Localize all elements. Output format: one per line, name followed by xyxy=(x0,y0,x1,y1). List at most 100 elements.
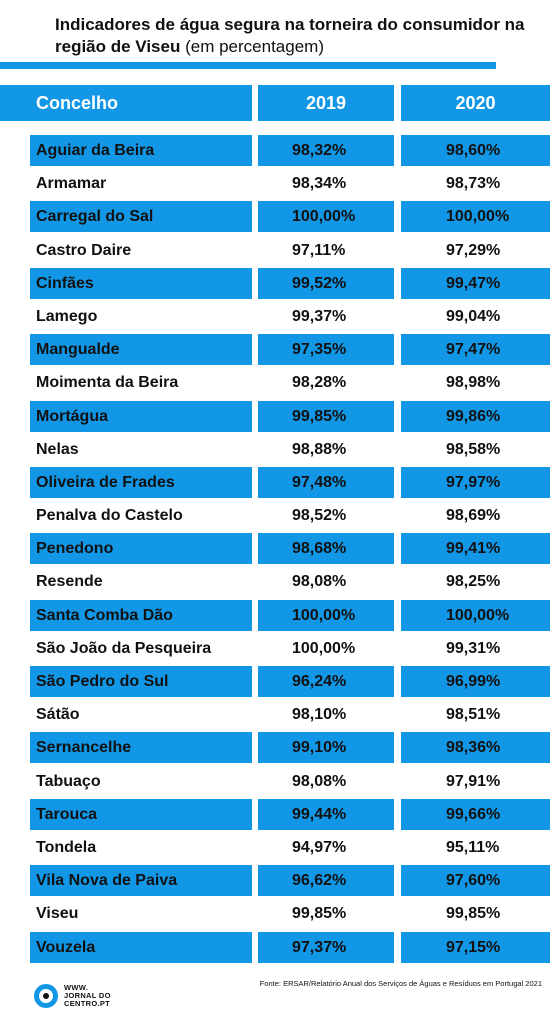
cell-2019: 99,10% xyxy=(258,732,394,764)
cell-2020: 97,15% xyxy=(401,931,550,963)
cell-2019: 97,37% xyxy=(258,931,394,963)
chart-title: Indicadores de água segura na torneira d… xyxy=(55,14,525,58)
cell-concelho: Lamego xyxy=(36,307,98,325)
cell-2019: 98,08% xyxy=(292,573,347,591)
cell-2019: 98,68% xyxy=(258,533,394,565)
cell-2019: 100,00% xyxy=(258,599,394,631)
table-row: Aguiar da Beira 98,32% 98,60% xyxy=(0,134,560,167)
table-body: Aguiar da Beira 98,32% 98,60% Armamar 98,34%… xyxy=(0,134,560,964)
cell-2019: 98,08% xyxy=(292,772,347,790)
table-header: Concelho 2019 2020 xyxy=(0,85,560,121)
cell-concelho: Oliveira de Frades xyxy=(30,466,252,498)
cell-2019: 99,44% xyxy=(258,798,394,830)
cell-concelho: Armamar xyxy=(36,175,107,193)
table-row: Sernancelhe 99,10% 98,36% xyxy=(0,731,560,764)
cell-2020: 97,47% xyxy=(401,334,550,366)
table-row: Cinfães 99,52% 99,47% xyxy=(0,267,560,300)
table-row: Oliveira de Frades 97,48% 97,97% xyxy=(0,466,560,499)
table-row: Sátão 98,10% 98,51% xyxy=(0,698,560,731)
logo-eye-icon xyxy=(34,984,58,1008)
cell-2020: 98,58% xyxy=(446,440,501,458)
cell-2019: 98,10% xyxy=(292,706,347,724)
table-row: Resende 98,08% 98,25% xyxy=(0,565,560,598)
cell-concelho: Nelas xyxy=(36,440,79,458)
cell-2019: 100,00% xyxy=(258,201,394,233)
cell-2019: 98,34% xyxy=(292,175,347,193)
cell-2019: 94,97% xyxy=(292,838,347,856)
table-row: Tabuaço 98,08% 97,91% xyxy=(0,765,560,798)
cell-2020: 98,73% xyxy=(446,175,501,193)
cell-2020: 99,66% xyxy=(401,798,550,830)
table-row: Castro Daire 97,11% 97,29% xyxy=(0,234,560,267)
cell-concelho: Penalva do Castelo xyxy=(36,507,183,525)
cell-2020: 97,97% xyxy=(401,466,550,498)
table-row: Lamego 99,37% 99,04% xyxy=(0,300,560,333)
cell-2020: 97,60% xyxy=(401,865,550,897)
table-row: Armamar 98,34% 98,73% xyxy=(0,167,560,200)
cell-2019: 99,85% xyxy=(258,400,394,432)
table-row: Penedono 98,68% 99,41% xyxy=(0,532,560,565)
cell-2020: 98,25% xyxy=(446,573,501,591)
title-underline xyxy=(0,62,496,69)
cell-2020: 98,98% xyxy=(446,374,501,392)
table-row: Nelas 98,88% 98,58% xyxy=(0,433,560,466)
cell-concelho: São Pedro do Sul xyxy=(30,666,252,697)
cell-2020: 97,91% xyxy=(446,772,501,790)
cell-concelho: Castro Daire xyxy=(36,241,132,259)
cell-2020: 95,11% xyxy=(446,838,500,856)
logo-line-2: JORNAL DO xyxy=(64,991,111,1000)
table-row: Penalva do Castelo 98,52% 98,69% xyxy=(0,499,560,532)
cell-concelho: Moimenta da Beira xyxy=(36,374,179,392)
logo-line-1: WWW. xyxy=(64,983,89,992)
cell-concelho: São João da Pesqueira xyxy=(36,639,212,657)
cell-concelho: Vila Nova de Paiva xyxy=(30,865,252,897)
cell-2019: 96,24% xyxy=(258,666,394,697)
cell-concelho: Penedono xyxy=(30,533,252,565)
cell-2020: 100,00% xyxy=(401,599,550,631)
table-row: Vila Nova de Paiva 96,62% 97,60% xyxy=(0,864,560,897)
table-row: São Pedro do Sul 96,24% 96,99% xyxy=(0,665,560,698)
cell-concelho: Tabuaço xyxy=(36,772,101,790)
cell-concelho: Cinfães xyxy=(30,267,252,299)
cell-concelho: Vouzela xyxy=(30,931,252,963)
cell-concelho: Sernancelhe xyxy=(30,732,252,764)
cell-2019: 97,48% xyxy=(258,466,394,498)
cell-2020: 97,29% xyxy=(446,241,501,259)
column-header-2019: 2019 xyxy=(258,85,394,121)
cell-2019: 99,52% xyxy=(258,267,394,299)
cell-concelho: Carregal do Sal xyxy=(30,201,252,233)
cell-2020: 99,85% xyxy=(446,905,501,923)
logo: WWW. JORNAL DO CENTRO.PT xyxy=(34,981,124,1011)
cell-2019: 98,28% xyxy=(292,374,347,392)
table-row: Santa Comba Dão 100,00% 100,00% xyxy=(0,599,560,632)
table-row: Mortágua 99,85% 99,86% xyxy=(0,400,560,433)
cell-concelho: Mangualde xyxy=(30,334,252,366)
cell-2019: 98,52% xyxy=(292,507,347,525)
cell-concelho: Sátão xyxy=(36,706,80,724)
source-note: Fonte: ERSAR/Relatório Anual dos Serviço… xyxy=(259,979,542,988)
cell-2019: 97,11% xyxy=(292,241,346,259)
cell-2020: 98,60% xyxy=(401,135,550,166)
cell-2019: 98,32% xyxy=(258,135,394,166)
chart-title-unit: (em percentagem) xyxy=(185,37,324,56)
cell-2020: 99,86% xyxy=(401,400,550,432)
cell-2019: 97,35% xyxy=(258,334,394,366)
cell-2019: 99,85% xyxy=(292,905,347,923)
table-row: Vouzela 97,37% 97,15% xyxy=(0,931,560,964)
cell-concelho: Tarouca xyxy=(30,798,252,830)
logo-text: WWW. JORNAL DO CENTRO.PT xyxy=(64,984,124,1008)
cell-2020: 98,69% xyxy=(446,507,501,525)
cell-2020: 99,04% xyxy=(446,307,501,325)
logo-line-3: CENTRO.PT xyxy=(64,999,111,1008)
cell-2020: 99,47% xyxy=(401,267,550,299)
column-header-2020: 2020 xyxy=(401,85,550,121)
cell-concelho: Tondela xyxy=(36,838,97,856)
cell-2020: 96,99% xyxy=(401,666,550,697)
table-row: Tarouca 99,44% 99,66% xyxy=(0,798,560,831)
table-row: Carregal do Sal 100,00% 100,00% xyxy=(0,200,560,233)
cell-concelho: Resende xyxy=(36,573,103,591)
cell-2019: 96,62% xyxy=(258,865,394,897)
cell-concelho: Mortágua xyxy=(30,400,252,432)
cell-2019: 99,37% xyxy=(292,307,347,325)
cell-concelho: Santa Comba Dão xyxy=(30,599,252,631)
